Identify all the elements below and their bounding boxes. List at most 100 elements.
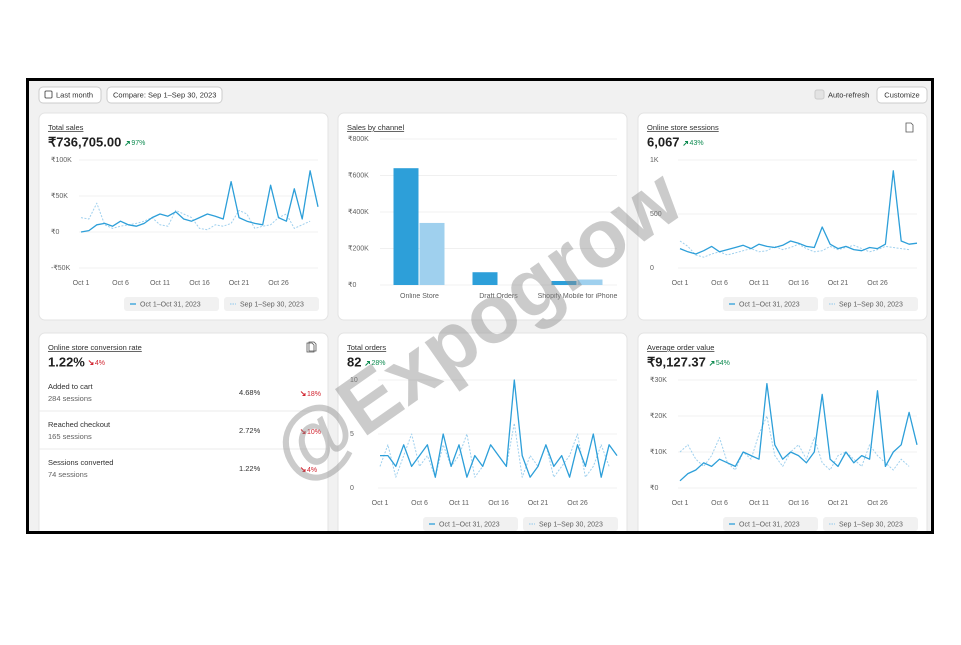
card-title: Average order value bbox=[647, 343, 714, 352]
row-label: Reached checkout bbox=[48, 420, 111, 429]
card-value: 6,067 bbox=[647, 134, 680, 149]
y-tick-label: ₹200K bbox=[348, 244, 369, 252]
legend-box bbox=[224, 297, 319, 311]
x-tick-label: Oct 26 bbox=[867, 280, 888, 287]
row-change: 18% bbox=[307, 391, 321, 398]
row-rate: 1.22% bbox=[239, 464, 261, 473]
bar bbox=[393, 168, 419, 285]
customize-button[interactable] bbox=[876, 86, 928, 104]
legend-box bbox=[823, 517, 918, 531]
row-rate: 2.72% bbox=[239, 426, 261, 435]
card-change: 97% bbox=[131, 140, 145, 147]
y-tick-label: ₹0 bbox=[51, 228, 59, 236]
y-tick-label: ₹30K bbox=[650, 376, 667, 384]
legend-box bbox=[823, 297, 918, 311]
x-tick-label: Oct 21 bbox=[528, 500, 549, 507]
card-change: 43% bbox=[690, 140, 704, 147]
legend-box bbox=[423, 517, 518, 531]
export-icon bbox=[306, 342, 315, 353]
down-arrow bbox=[300, 467, 306, 472]
legend-box bbox=[124, 297, 219, 311]
row-sessions: 284 sessions bbox=[48, 394, 92, 403]
down-arrow bbox=[300, 429, 306, 434]
x-tick-label: Oct 16 bbox=[189, 280, 210, 287]
customize: Customize bbox=[884, 90, 919, 99]
bar bbox=[551, 280, 577, 285]
x-tick-label: Oct 1 bbox=[672, 500, 689, 507]
card-value: 82 bbox=[347, 354, 361, 369]
legend-label: Sep 1–Sep 30, 2023 bbox=[839, 521, 903, 528]
category-label: Online Store bbox=[400, 293, 439, 300]
y-tick-label: ₹10K bbox=[650, 448, 667, 456]
card-change: 28% bbox=[371, 360, 385, 367]
down-arrow bbox=[300, 391, 306, 396]
row-change: 10% bbox=[307, 429, 321, 436]
auto-refresh-checkbox[interactable] bbox=[814, 89, 825, 100]
y-tick-label: ₹800K bbox=[348, 135, 369, 143]
x-tick-label: Oct 11 bbox=[749, 500, 769, 507]
card-title: Sales by channel bbox=[347, 123, 404, 132]
card-value: 1.22% bbox=[48, 354, 85, 369]
x-tick-label: Oct 11 bbox=[749, 280, 769, 287]
y-tick-label: ₹100K bbox=[51, 156, 72, 164]
bar bbox=[419, 222, 445, 285]
x-tick-label: Oct 6 bbox=[411, 500, 428, 507]
card-title: Online store conversion rate bbox=[48, 343, 142, 352]
card-change: 54% bbox=[716, 360, 730, 367]
legend-label: Oct 1–Oct 31, 2023 bbox=[739, 301, 800, 308]
calendar-icon bbox=[44, 90, 53, 99]
series-line bbox=[80, 202, 311, 231]
x-tick-label: Oct 1 bbox=[73, 280, 90, 287]
legend-label: Sep 1–Sep 30, 2023 bbox=[240, 301, 304, 308]
row-rate: 4.68% bbox=[239, 388, 261, 397]
legend-label: Oct 1–Oct 31, 2023 bbox=[439, 521, 500, 528]
cards: Total sales ₹736,705.00 97% ₹100K ₹50K ₹0 -₹50… bbox=[38, 112, 928, 531]
export-icon bbox=[905, 122, 914, 133]
up-arrow bbox=[683, 141, 689, 146]
legend-box bbox=[723, 297, 818, 311]
x-tick-label: Oct 6 bbox=[711, 500, 728, 507]
category-label: Shopify Mobile for iPhone bbox=[538, 293, 618, 300]
compare: Compare: Sep 1–Sep 30, 2023 bbox=[113, 90, 216, 99]
x-tick-label: Online Store bbox=[400, 293, 439, 300]
series-line bbox=[679, 240, 910, 258]
category-label: Draft Orders bbox=[479, 293, 518, 300]
x-tick-label: Oct 16 bbox=[788, 280, 809, 287]
series-line bbox=[679, 382, 918, 482]
card-value: ₹736,705.00 bbox=[48, 134, 121, 149]
x-tick-label: Oct 26 bbox=[268, 280, 289, 287]
date-button[interactable] bbox=[38, 86, 102, 104]
y-tick-label: 0 bbox=[350, 485, 354, 492]
y-tick-label: 500 bbox=[650, 211, 662, 218]
row-sessions: 74 sessions bbox=[48, 470, 88, 479]
bar bbox=[577, 279, 603, 285]
series-line bbox=[380, 379, 618, 478]
legend-label: Oct 1–Oct 31, 2023 bbox=[739, 521, 800, 528]
x-tick-label: Oct 16 bbox=[488, 500, 509, 507]
card-value: ₹9,127.37 bbox=[647, 354, 706, 369]
card-change: 4% bbox=[95, 360, 105, 367]
x-tick-label: Oct 21 bbox=[229, 280, 250, 287]
y-tick-label: 10 bbox=[350, 377, 358, 384]
x-tick-label: Oct 11 bbox=[150, 280, 170, 287]
legend-label: Sep 1–Sep 30, 2023 bbox=[539, 521, 603, 528]
legend-box bbox=[523, 517, 618, 531]
x-tick-label: Oct 1 bbox=[672, 280, 689, 287]
legend-box bbox=[723, 517, 818, 531]
x-tick-label: Oct 16 bbox=[788, 500, 809, 507]
y-tick-label: 5 bbox=[350, 431, 354, 438]
y-tick-label: ₹400K bbox=[348, 208, 369, 216]
up-arrow bbox=[709, 361, 715, 366]
y-tick-label: ₹0 bbox=[348, 281, 356, 289]
y-tick-label: ₹20K bbox=[650, 412, 667, 420]
x-tick-label: Oct 6 bbox=[112, 280, 129, 287]
compare-button[interactable] bbox=[106, 86, 223, 104]
y-tick-label: ₹0 bbox=[650, 484, 658, 492]
date-range: Last month bbox=[56, 90, 93, 99]
x-tick-label: Oct 21 bbox=[828, 280, 849, 287]
y-tick-label: 0 bbox=[650, 265, 654, 272]
card-title: Online store sessions bbox=[647, 123, 719, 132]
x-tick-label: Oct 11 bbox=[449, 500, 469, 507]
series-line bbox=[80, 170, 319, 233]
